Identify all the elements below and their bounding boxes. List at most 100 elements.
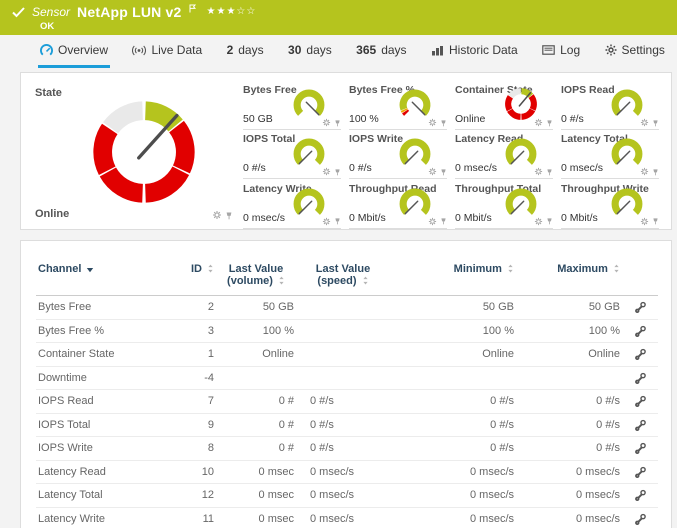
pin-icon[interactable] <box>334 168 341 176</box>
sensor-status-text: OK <box>40 21 55 32</box>
gauge-title: Latency Write <box>243 182 312 195</box>
last-value-volume: 100 % <box>262 324 294 337</box>
minimum-value: 0 #/s <box>490 418 514 431</box>
tab-overview[interactable]: Overview <box>38 35 111 68</box>
tab-log[interactable]: Log <box>540 35 582 68</box>
channel-settings-icon[interactable] <box>634 301 647 314</box>
last-value-speed <box>296 319 378 343</box>
maximum-value: 50 GB <box>588 301 620 314</box>
last-value-volume: Online <box>262 348 294 361</box>
gear-icon[interactable] <box>212 210 222 220</box>
gear-icon[interactable] <box>428 217 437 226</box>
gear-icon[interactable] <box>428 167 437 176</box>
pin-icon[interactable] <box>546 168 553 176</box>
last-value-speed <box>296 296 378 320</box>
table-row-bytes-free-pct: Bytes Free % 3 100 % 100 % 100 % <box>36 319 658 343</box>
column-header-channel[interactable]: Channel <box>36 259 176 296</box>
pin-icon[interactable] <box>334 119 341 127</box>
channel-id: 7 <box>207 395 214 408</box>
column-header-last-value-volume[interactable]: Last Value (volume) <box>227 263 284 287</box>
tab-settings[interactable]: Settings <box>603 35 667 68</box>
flag-icon[interactable] <box>189 4 196 13</box>
gear-icon[interactable] <box>428 118 437 127</box>
column-header-maximum[interactable]: Maximum <box>516 259 622 296</box>
gauge-cell-iops-write: IOPS Write 0 #/s <box>349 130 447 180</box>
channel-id: 11 <box>202 512 214 525</box>
last-value-volume <box>216 366 296 390</box>
state-value: Online <box>35 208 70 220</box>
gauge-value: 0 msec/s <box>455 162 498 175</box>
priority-stars[interactable]: ★★★☆☆ <box>206 5 257 17</box>
gear-icon[interactable] <box>534 167 543 176</box>
gauge-cell-iops-read: IOPS Read 0 #/s <box>561 81 659 130</box>
channel-name: IOPS Write <box>38 442 93 455</box>
tab-live-data[interactable]: Live Data <box>130 35 204 68</box>
tab-historic-data[interactable]: Historic Data <box>429 35 520 68</box>
state-gauge-block: State Online <box>35 81 243 229</box>
state-title: State <box>35 87 62 99</box>
pin-icon[interactable] <box>652 168 659 176</box>
channel-settings-icon[interactable] <box>634 513 647 525</box>
gear-icon[interactable] <box>640 167 649 176</box>
pin-icon[interactable] <box>546 217 553 225</box>
minimum-value: 50 GB <box>482 301 514 314</box>
last-value-speed: 0 #/s <box>310 442 334 455</box>
pin-icon[interactable] <box>440 119 447 127</box>
gauge-title: Latency Read <box>455 133 524 146</box>
column-header-minimum[interactable]: Minimum <box>378 259 516 296</box>
channel-settings-icon[interactable] <box>634 325 647 337</box>
tab-30-days[interactable]: 30 days <box>286 35 334 68</box>
column-header-id[interactable]: ID <box>176 259 216 296</box>
gauge-cell-iops-total: IOPS Total 0 #/s <box>243 130 341 180</box>
minimum-value: 0 #/s <box>490 442 514 455</box>
tab-label: Overview <box>58 43 109 57</box>
table-row-iops-total: IOPS Total 9 0 # 0 #/s 0 #/s 0 #/s <box>36 413 658 437</box>
gauge-title: IOPS Write <box>349 133 404 146</box>
maximum-value: 0 #/s <box>596 395 620 408</box>
gear-icon[interactable] <box>534 118 543 127</box>
channel-settings-icon[interactable] <box>634 348 647 361</box>
channel-settings-icon[interactable] <box>634 372 647 384</box>
gear-icon[interactable] <box>534 217 543 226</box>
pin-icon[interactable] <box>225 211 233 220</box>
pin-icon[interactable] <box>440 217 447 225</box>
gauge-value: 0 msec/s <box>243 211 286 224</box>
pin-icon[interactable] <box>546 119 553 127</box>
pin-icon[interactable] <box>652 119 659 127</box>
channel-id: -4 <box>204 371 214 384</box>
bytes-free-pct-gauge-icon <box>399 89 431 116</box>
gauge-value: 0 #/s <box>561 113 584 125</box>
sort-icon <box>279 276 284 285</box>
channel-settings-icon[interactable] <box>634 466 647 478</box>
gear-icon[interactable] <box>322 167 331 176</box>
pin-icon[interactable] <box>334 217 341 225</box>
minimum-value <box>378 366 516 390</box>
pin-icon[interactable] <box>652 217 659 225</box>
gauge-icon <box>40 43 53 55</box>
gauge-cell-container-state: Container State Online <box>455 81 553 130</box>
channel-settings-icon[interactable] <box>634 419 647 431</box>
settings-gear-icon <box>605 44 617 56</box>
pin-icon[interactable] <box>440 168 447 176</box>
channel-name: Latency Total <box>38 489 103 502</box>
channel-settings-icon[interactable] <box>634 489 647 502</box>
channel-name: IOPS Total <box>38 418 91 431</box>
channel-settings-icon[interactable] <box>634 395 647 408</box>
last-value-speed: 0 msec/s <box>310 489 355 502</box>
sort-icon <box>208 264 213 273</box>
last-value-volume: 0 msec <box>258 512 294 525</box>
gear-icon[interactable] <box>322 118 331 127</box>
channel-id: 3 <box>207 324 214 337</box>
column-header-last-value-speed[interactable]: Last Value (speed) <box>315 263 371 287</box>
gear-icon[interactable] <box>640 217 649 226</box>
gear-icon[interactable] <box>640 118 649 127</box>
tab-2-days[interactable]: 2 days <box>225 35 266 68</box>
gauge-cell-latency-read: Latency Read 0 msec/s <box>455 130 553 180</box>
channel-settings-icon[interactable] <box>634 442 647 455</box>
tab-number: 2 <box>226 43 234 57</box>
tab-bar: Overview Live Data 2 days 30 days 365 da… <box>0 35 677 68</box>
gauge-cell-throughput-write: Throughput Write 0 Mbit/s <box>561 180 659 229</box>
tab-number: 30 <box>288 43 302 57</box>
gear-icon[interactable] <box>322 217 331 226</box>
tab-365-days[interactable]: 365 days <box>354 35 408 68</box>
